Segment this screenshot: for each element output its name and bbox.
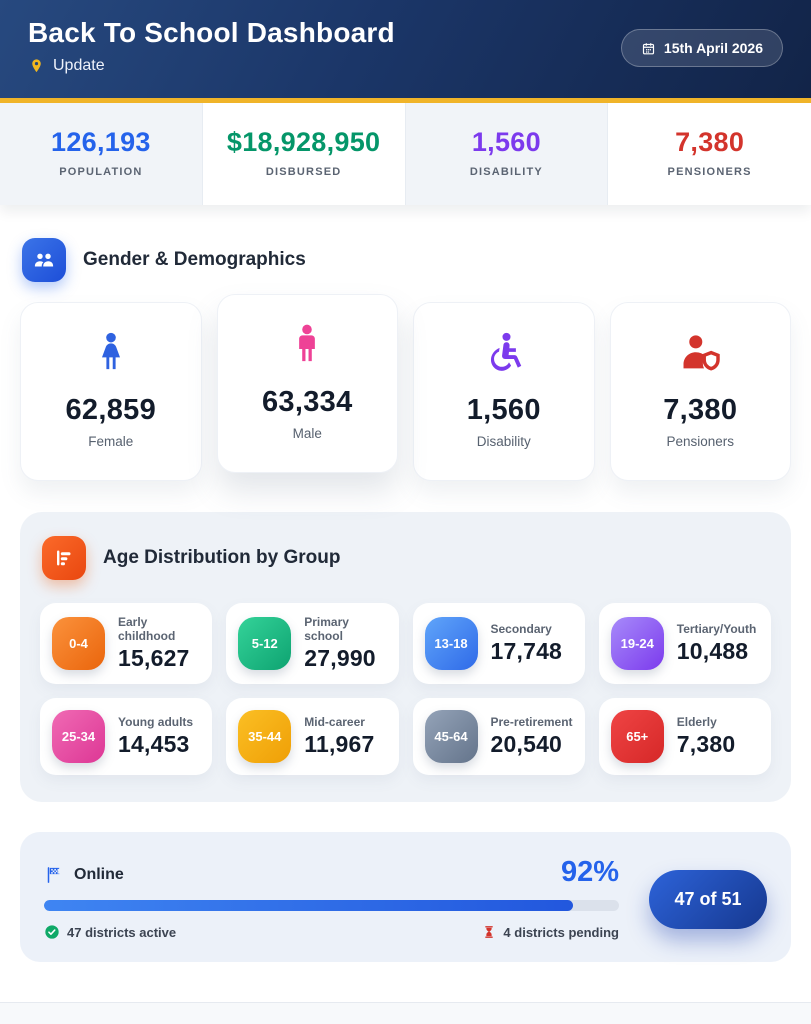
age-group-label: Pre-retirement [490,715,573,729]
stat-population: 126,193 POPULATION [0,103,203,205]
gender-section-header: Gender & Demographics [22,238,791,282]
districts-count-label: 47 of 51 [674,889,742,910]
age-range-badge: 45-64 [424,710,478,763]
footer-strip [0,1002,811,1024]
age-range-badge: 13-18 [424,617,478,670]
age-range-badge: 0-4 [52,617,105,670]
gender-card-grid: 62,859 Female 63,334 Male 1,560 [20,294,791,481]
stat-pensioners: 7,380 PENSIONERS [608,103,811,205]
age-range-badge: 25-34 [52,710,105,763]
stat-label: DISBURSED [265,166,342,178]
hourglass-icon [482,924,496,940]
disability-card[interactable]: 1,560 Disability [413,302,595,481]
age-group-value: 15,627 [118,645,190,671]
progress-fill [44,900,573,912]
stat-disbursed: $18,928,950 DISBURSED [203,103,406,205]
pensioners-label: Pensioners [666,434,735,449]
pensioners-card[interactable]: 7,380 Pensioners [609,302,791,481]
date-badge[interactable]: 15th April 2026 [620,29,783,67]
age-card-pre-retirement[interactable]: 45-64 Pre-retirement 20,540 [412,698,585,775]
disability-value: 1,560 [466,394,541,426]
checkered-flag-icon [44,865,64,885]
districts-count-pill[interactable]: 47 of 51 [649,870,767,930]
age-range-badge: 5-12 [238,617,292,670]
online-progress-block: Online 92% 47 districts active [44,856,619,940]
age-card-primary-school[interactable]: 5-12 Primary school 27,990 [226,603,399,684]
pensioners-value: 7,380 [663,394,738,426]
age-group-value: 20,540 [490,731,563,757]
stat-value: 126,193 [51,127,151,157]
age-group-value: 27,990 [304,645,376,671]
age-group-label: Primary school [304,615,349,643]
gender-section-title: Gender & Demographics [83,249,306,270]
people-group-icon [22,238,66,282]
stat-label: PENSIONERS [667,166,752,178]
stats-strip: 126,193 POPULATION $18,928,950 DISBURSED… [0,103,811,205]
wheelchair-icon [481,332,527,380]
app-header: Back To School Dashboard Update 15th Apr… [0,0,811,103]
online-percent: 92% [560,856,619,888]
online-label-group: Online [44,865,124,885]
age-distribution-panel: Age Distribution by Group 0-4 Early chil… [20,512,791,802]
page-title: Back To School Dashboard [28,17,395,48]
update-row: Update [28,57,781,75]
age-card-early-childhood[interactable]: 0-4 Early childhood 15,627 [40,603,213,684]
male-card[interactable]: 63,334 Male [216,294,398,473]
progress-track [44,900,619,912]
stat-label: POPULATION [59,166,143,178]
active-districts-note: 47 districts active [44,924,176,940]
date-badge-label: 15th April 2026 [663,40,763,56]
age-range-badge: 65+ [610,710,664,763]
age-range-badge: 35-44 [238,710,292,763]
age-group-label: Young adults [118,715,194,729]
age-group-value: 17,748 [490,638,563,664]
bar-chart-icon [42,536,86,580]
age-group-label: Elderly [676,715,717,729]
age-card-tertiary-youth[interactable]: 19-24 Tertiary/Youth 10,488 [598,603,771,684]
location-pin-icon [28,58,45,75]
stat-label: DISABILITY [469,166,543,178]
disability-label: Disability [476,434,531,449]
male-label: Male [292,426,322,441]
age-section-header: Age Distribution by Group [42,536,771,580]
online-label: Online [74,866,124,884]
stat-value: $18,928,950 [226,127,381,157]
stat-value: 7,380 [675,127,745,157]
age-range-badge: 19-24 [610,617,664,670]
age-group-value: 14,453 [118,731,190,757]
age-card-elderly[interactable]: 65+ Elderly 7,380 [598,698,771,775]
check-circle-icon [44,924,60,940]
age-group-value: 11,967 [304,731,375,757]
person-shield-icon [677,335,723,380]
female-card[interactable]: 62,859 Female [20,302,202,481]
age-group-label: Early childhood [118,615,176,643]
district-notes-row: 47 districts active 4 districts pending [44,924,619,940]
age-card-mid-career[interactable]: 35-44 Mid-career 11,967 [226,698,399,775]
online-status-panel: Online 92% 47 districts active [20,832,791,963]
stat-disability: 1,560 DISABILITY [405,103,609,205]
age-group-label: Secondary [490,622,552,636]
female-icon [88,332,134,380]
age-section-title: Age Distribution by Group [103,547,341,568]
active-districts-label: 47 districts active [67,924,177,940]
pending-districts-label: 4 districts pending [503,924,619,940]
female-value: 62,859 [65,394,156,426]
age-group-value: 7,380 [676,731,736,757]
male-icon [284,324,330,372]
age-card-secondary[interactable]: 13-18 Secondary 17,748 [412,603,585,684]
update-label: Update [53,57,105,74]
gender-section: Gender & Demographics 62,859 Female 63,3… [0,205,811,481]
calendar-icon [641,41,656,56]
male-value: 63,334 [262,386,353,418]
age-group-label: Mid-career [304,715,365,729]
age-card-grid: 0-4 Early childhood 15,627 5-12 Primary … [40,603,771,775]
pending-districts-note: 4 districts pending [482,924,619,940]
age-group-label: Tertiary/Youth [676,622,757,636]
age-group-value: 10,488 [676,638,749,664]
female-label: Female [88,434,134,449]
online-header-row: Online 92% [44,856,619,888]
stat-value: 1,560 [471,127,541,157]
age-card-young-adults[interactable]: 25-34 Young adults 14,453 [40,698,213,775]
